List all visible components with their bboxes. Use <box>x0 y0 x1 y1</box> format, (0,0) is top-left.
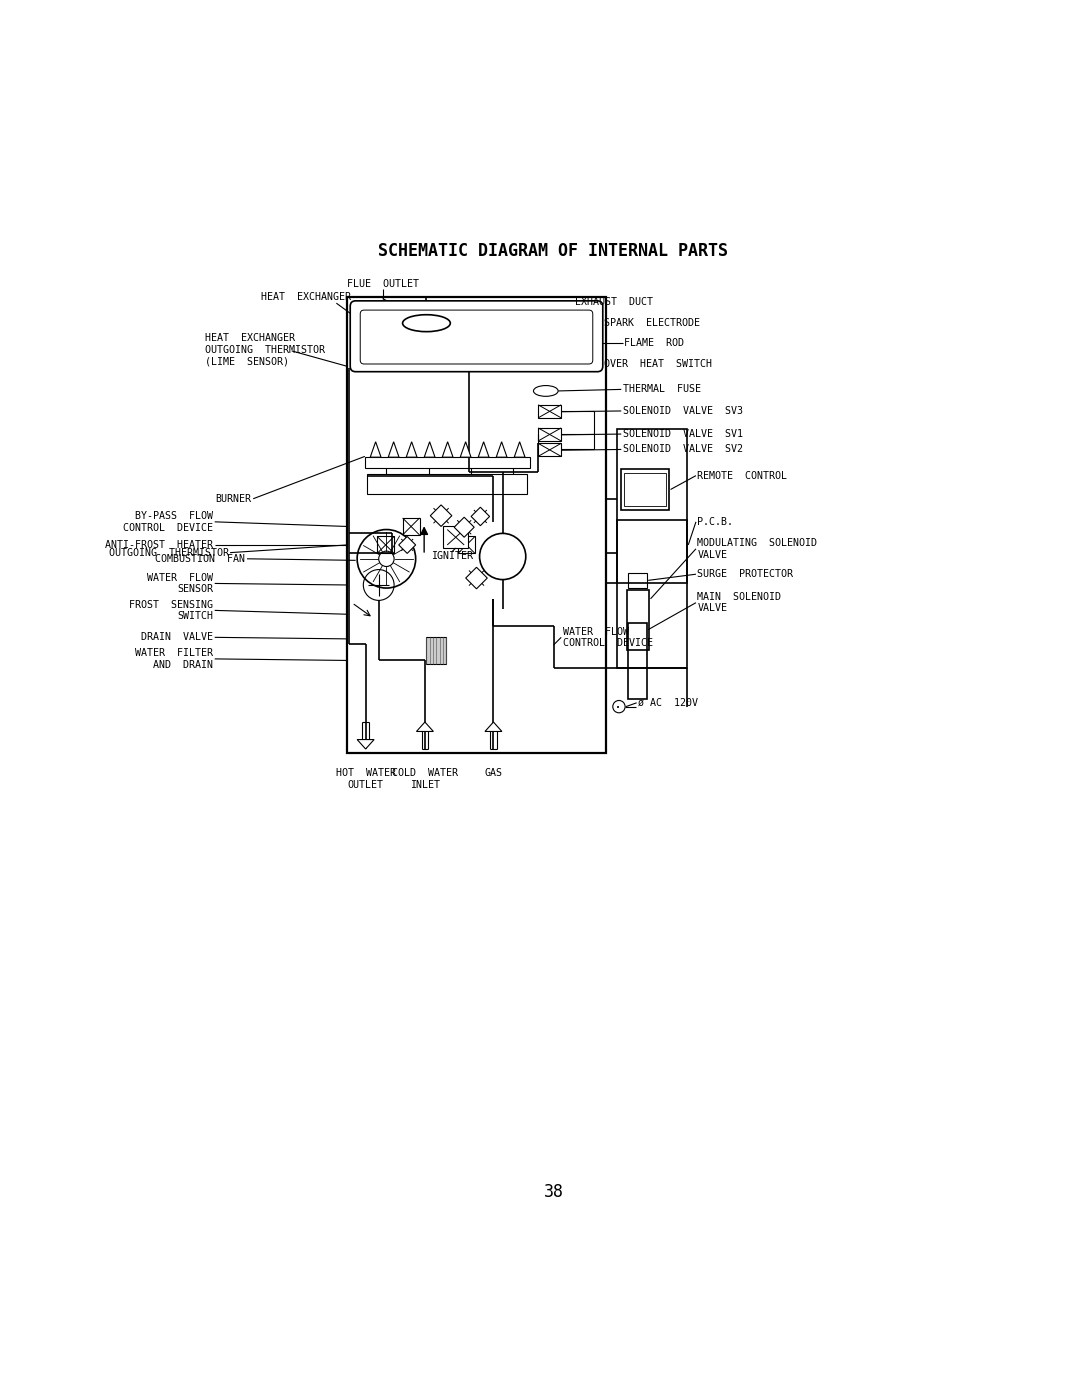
Bar <box>444 527 468 548</box>
Polygon shape <box>460 441 471 457</box>
Text: SPARK  ELECTRODE: SPARK ELECTRODE <box>604 319 700 328</box>
Bar <box>624 472 666 507</box>
Bar <box>377 536 394 553</box>
FancyBboxPatch shape <box>350 300 603 372</box>
Bar <box>538 405 562 418</box>
Polygon shape <box>399 536 416 553</box>
Text: BURNER: BURNER <box>216 493 252 504</box>
Text: MODULATING  SOLENOID
VALVE: MODULATING SOLENOID VALVE <box>698 538 818 560</box>
Text: WATER  FLOW
SENSOR: WATER FLOW SENSOR <box>147 573 213 594</box>
Bar <box>347 298 606 753</box>
Text: EXHAUST  DUCT: EXHAUST DUCT <box>575 298 653 307</box>
Polygon shape <box>496 441 507 457</box>
Bar <box>627 590 649 650</box>
Text: BY-PASS  FLOW
CONTROL  DEVICE: BY-PASS FLOW CONTROL DEVICE <box>123 511 213 532</box>
Text: WATER  FLOW
CONTROL  DEVICE: WATER FLOW CONTROL DEVICE <box>563 626 652 648</box>
Text: P.C.B.: P.C.B. <box>698 517 733 527</box>
Text: FLUE  OUTLET: FLUE OUTLET <box>347 278 419 289</box>
FancyBboxPatch shape <box>361 310 593 365</box>
Text: REMOTE  CONTROL: REMOTE CONTROL <box>698 471 787 481</box>
Polygon shape <box>514 441 525 457</box>
Text: COLD  WATER
INLET: COLD WATER INLET <box>392 768 458 789</box>
Bar <box>621 469 669 510</box>
Text: COMBUSTION  FAN: COMBUSTION FAN <box>156 553 245 564</box>
Polygon shape <box>455 517 474 538</box>
Text: FROST  SENSING
SWITCH: FROST SENSING SWITCH <box>130 599 213 622</box>
Circle shape <box>480 534 526 580</box>
Text: ANTI-FROST  HEATER: ANTI-FROST HEATER <box>105 539 213 550</box>
Polygon shape <box>357 739 374 749</box>
Text: SOLENOID  VALVE  SV3: SOLENOID VALVE SV3 <box>623 407 743 416</box>
Bar <box>538 443 562 457</box>
Polygon shape <box>370 441 381 457</box>
Text: HEAT  EXCHANGER: HEAT EXCHANGER <box>260 292 351 302</box>
Polygon shape <box>471 507 489 525</box>
Text: OUTGOING  THERMISTOR: OUTGOING THERMISTOR <box>109 548 229 557</box>
Bar <box>458 536 475 553</box>
Polygon shape <box>442 441 453 457</box>
Polygon shape <box>424 441 435 457</box>
Bar <box>367 474 527 495</box>
Polygon shape <box>478 441 489 457</box>
Text: HEAT  EXCHANGER
OUTGOING  THERMISTOR
(LIME  SENSOR): HEAT EXCHANGER OUTGOING THERMISTOR (LIME… <box>205 334 325 366</box>
Text: SCHEMATIC DIAGRAM OF INTERNAL PARTS: SCHEMATIC DIAGRAM OF INTERNAL PARTS <box>378 242 729 260</box>
Bar <box>427 637 446 665</box>
Polygon shape <box>406 441 417 457</box>
Ellipse shape <box>534 386 558 397</box>
Polygon shape <box>388 441 399 457</box>
Text: 38: 38 <box>543 1183 564 1201</box>
Bar <box>629 623 647 698</box>
Bar <box>403 518 419 535</box>
Text: SOLENOID  VALVE  SV1: SOLENOID VALVE SV1 <box>623 429 743 439</box>
Bar <box>365 457 530 468</box>
Polygon shape <box>485 722 502 732</box>
Text: ø AC  120V: ø AC 120V <box>638 697 698 708</box>
Bar <box>538 427 562 441</box>
Text: THERMAL  FUSE: THERMAL FUSE <box>623 384 701 394</box>
Bar <box>617 520 688 584</box>
Text: GAS: GAS <box>485 768 502 778</box>
Polygon shape <box>417 722 433 732</box>
Ellipse shape <box>403 314 450 331</box>
Text: DRAIN  VALVE: DRAIN VALVE <box>141 633 213 643</box>
Text: OVER  HEAT  SWITCH: OVER HEAT SWITCH <box>604 359 712 369</box>
Polygon shape <box>465 567 487 588</box>
Text: FLAME  ROD: FLAME ROD <box>624 338 685 348</box>
Polygon shape <box>430 504 451 527</box>
Text: SURGE  PROTECTOR: SURGE PROTECTOR <box>698 569 794 580</box>
Text: HOT  WATER
OUTLET: HOT WATER OUTLET <box>336 768 395 789</box>
Bar <box>629 573 647 588</box>
Text: IGNITER: IGNITER <box>431 550 473 562</box>
Text: WATER  FILTER
AND  DRAIN: WATER FILTER AND DRAIN <box>135 648 213 669</box>
Text: MAIN  SOLENOID
VALVE: MAIN SOLENOID VALVE <box>698 592 782 613</box>
Bar <box>617 429 688 668</box>
Text: SOLENOID  VALVE  SV2: SOLENOID VALVE SV2 <box>623 444 743 454</box>
